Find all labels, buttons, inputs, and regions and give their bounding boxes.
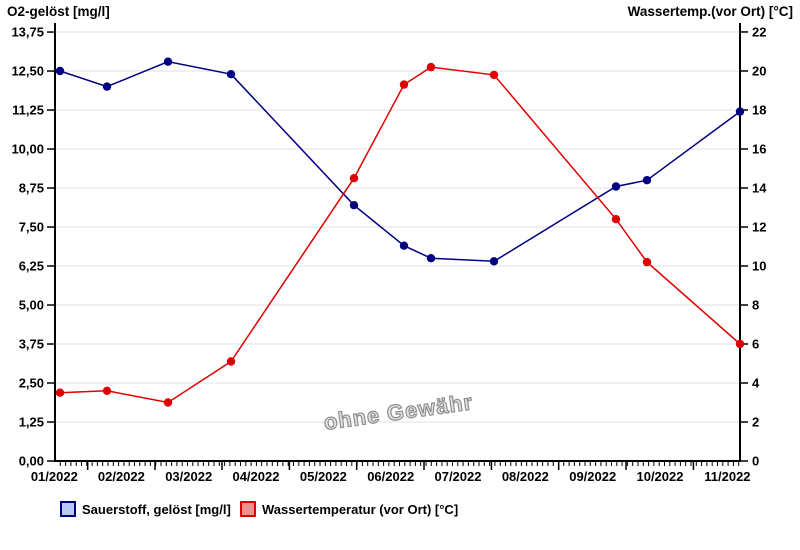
series-line-watertemp [59,66,741,404]
data-point-watertemp-3 [226,357,236,366]
right-axis-title: Wassertemp.(vor Ort) [°C] [627,4,793,19]
left-axis-tick-label: 10,00 [11,142,44,157]
right-axis-tick-label: 2 [752,414,759,429]
data-point-o2-9 [642,176,652,185]
right-axis-tick-label: 12 [752,219,766,234]
legend-label-watertemp: Wassertemperatur (vor Ort) [°C] [262,501,459,517]
data-point-watertemp-9 [642,257,652,267]
left-axis-tick-label: 6,25 [19,259,44,274]
data-point-o2-3 [226,70,236,79]
data-point-o2-10 [735,107,745,116]
left-axis-tick-label: 3,75 [19,337,44,352]
right-axis-tick-label: 10 [752,258,766,273]
left-axis-title: O2-gelöst [mg/l] [7,4,110,19]
left-axis-tick-label: 2,50 [19,376,44,391]
x-axis-label: 09/2022 [569,469,616,484]
data-point-watertemp-2 [163,398,173,407]
x-axis-label: 08/2022 [502,469,549,484]
right-axis-tick-label: 14 [752,180,767,195]
right-axis-tick-label: 4 [752,375,760,390]
right-axis-tick-label: 22 [752,24,766,39]
x-axis-label: 04/2022 [232,469,279,484]
data-point-watertemp-0 [55,388,65,397]
right-axis-tick-label: 8 [752,297,759,312]
legend-item-watertemp: Wassertemperatur (vor Ort) [°C] [240,500,458,518]
data-point-watertemp-4 [349,174,359,183]
data-point-o2-8 [611,182,621,191]
data-point-o2-6 [426,254,436,263]
x-axis-label: 03/2022 [165,469,212,484]
x-axis-label: 06/2022 [367,469,414,484]
data-point-o2-4 [349,201,359,210]
data-point-watertemp-8 [611,215,621,224]
right-axis-tick-label: 18 [752,102,766,117]
x-axis-label: 07/2022 [434,469,481,484]
right-axis-tick-label: 6 [752,336,759,351]
legend-item-oxygen: Sauerstoff, gelöst [mg/l] [60,500,231,518]
x-axis-label: 01/2022 [31,469,78,484]
data-point-watertemp-6 [426,62,436,72]
right-axis-tick-label: 0 [752,454,759,469]
left-axis-tick-label: 0,00 [19,454,44,469]
legend-label-oxygen: Sauerstoff, gelöst [mg/l] [82,501,231,517]
x-axis-label: 11/2022 [704,469,750,484]
data-point-o2-5 [399,241,409,250]
legend-swatch-oxygen-icon [60,501,76,517]
data-point-o2-7 [489,257,499,266]
left-axis-tick-label: 1,25 [19,415,44,430]
right-axis-tick-label: 20 [752,63,766,78]
data-point-watertemp-1 [102,386,112,395]
data-point-o2-1 [102,82,112,91]
left-axis-tick-label: 8,75 [19,181,44,196]
left-axis-tick-label: 12,50 [11,64,44,79]
data-point-watertemp-7 [489,70,499,80]
right-axis-tick-label: 16 [752,141,766,156]
left-axis-tick-label: 5,00 [19,298,44,313]
data-point-watertemp-10 [735,339,745,349]
data-point-o2-0 [55,66,65,76]
legend-swatch-watertemp-icon [240,501,256,517]
x-axis-label: 10/2022 [636,469,683,484]
x-axis-label: 02/2022 [98,469,145,484]
left-axis-tick-label: 11,25 [12,103,44,118]
data-point-watertemp-5 [399,80,409,89]
data-point-o2-2 [163,57,173,66]
left-axis-tick-label: 7,50 [19,220,44,235]
x-axis-label: 05/2022 [300,469,347,484]
chart-legend: Sauerstoff, gelöst [mg/l] Wassertemperat… [0,500,800,520]
left-axis-tick-label: 13,75 [11,25,44,40]
